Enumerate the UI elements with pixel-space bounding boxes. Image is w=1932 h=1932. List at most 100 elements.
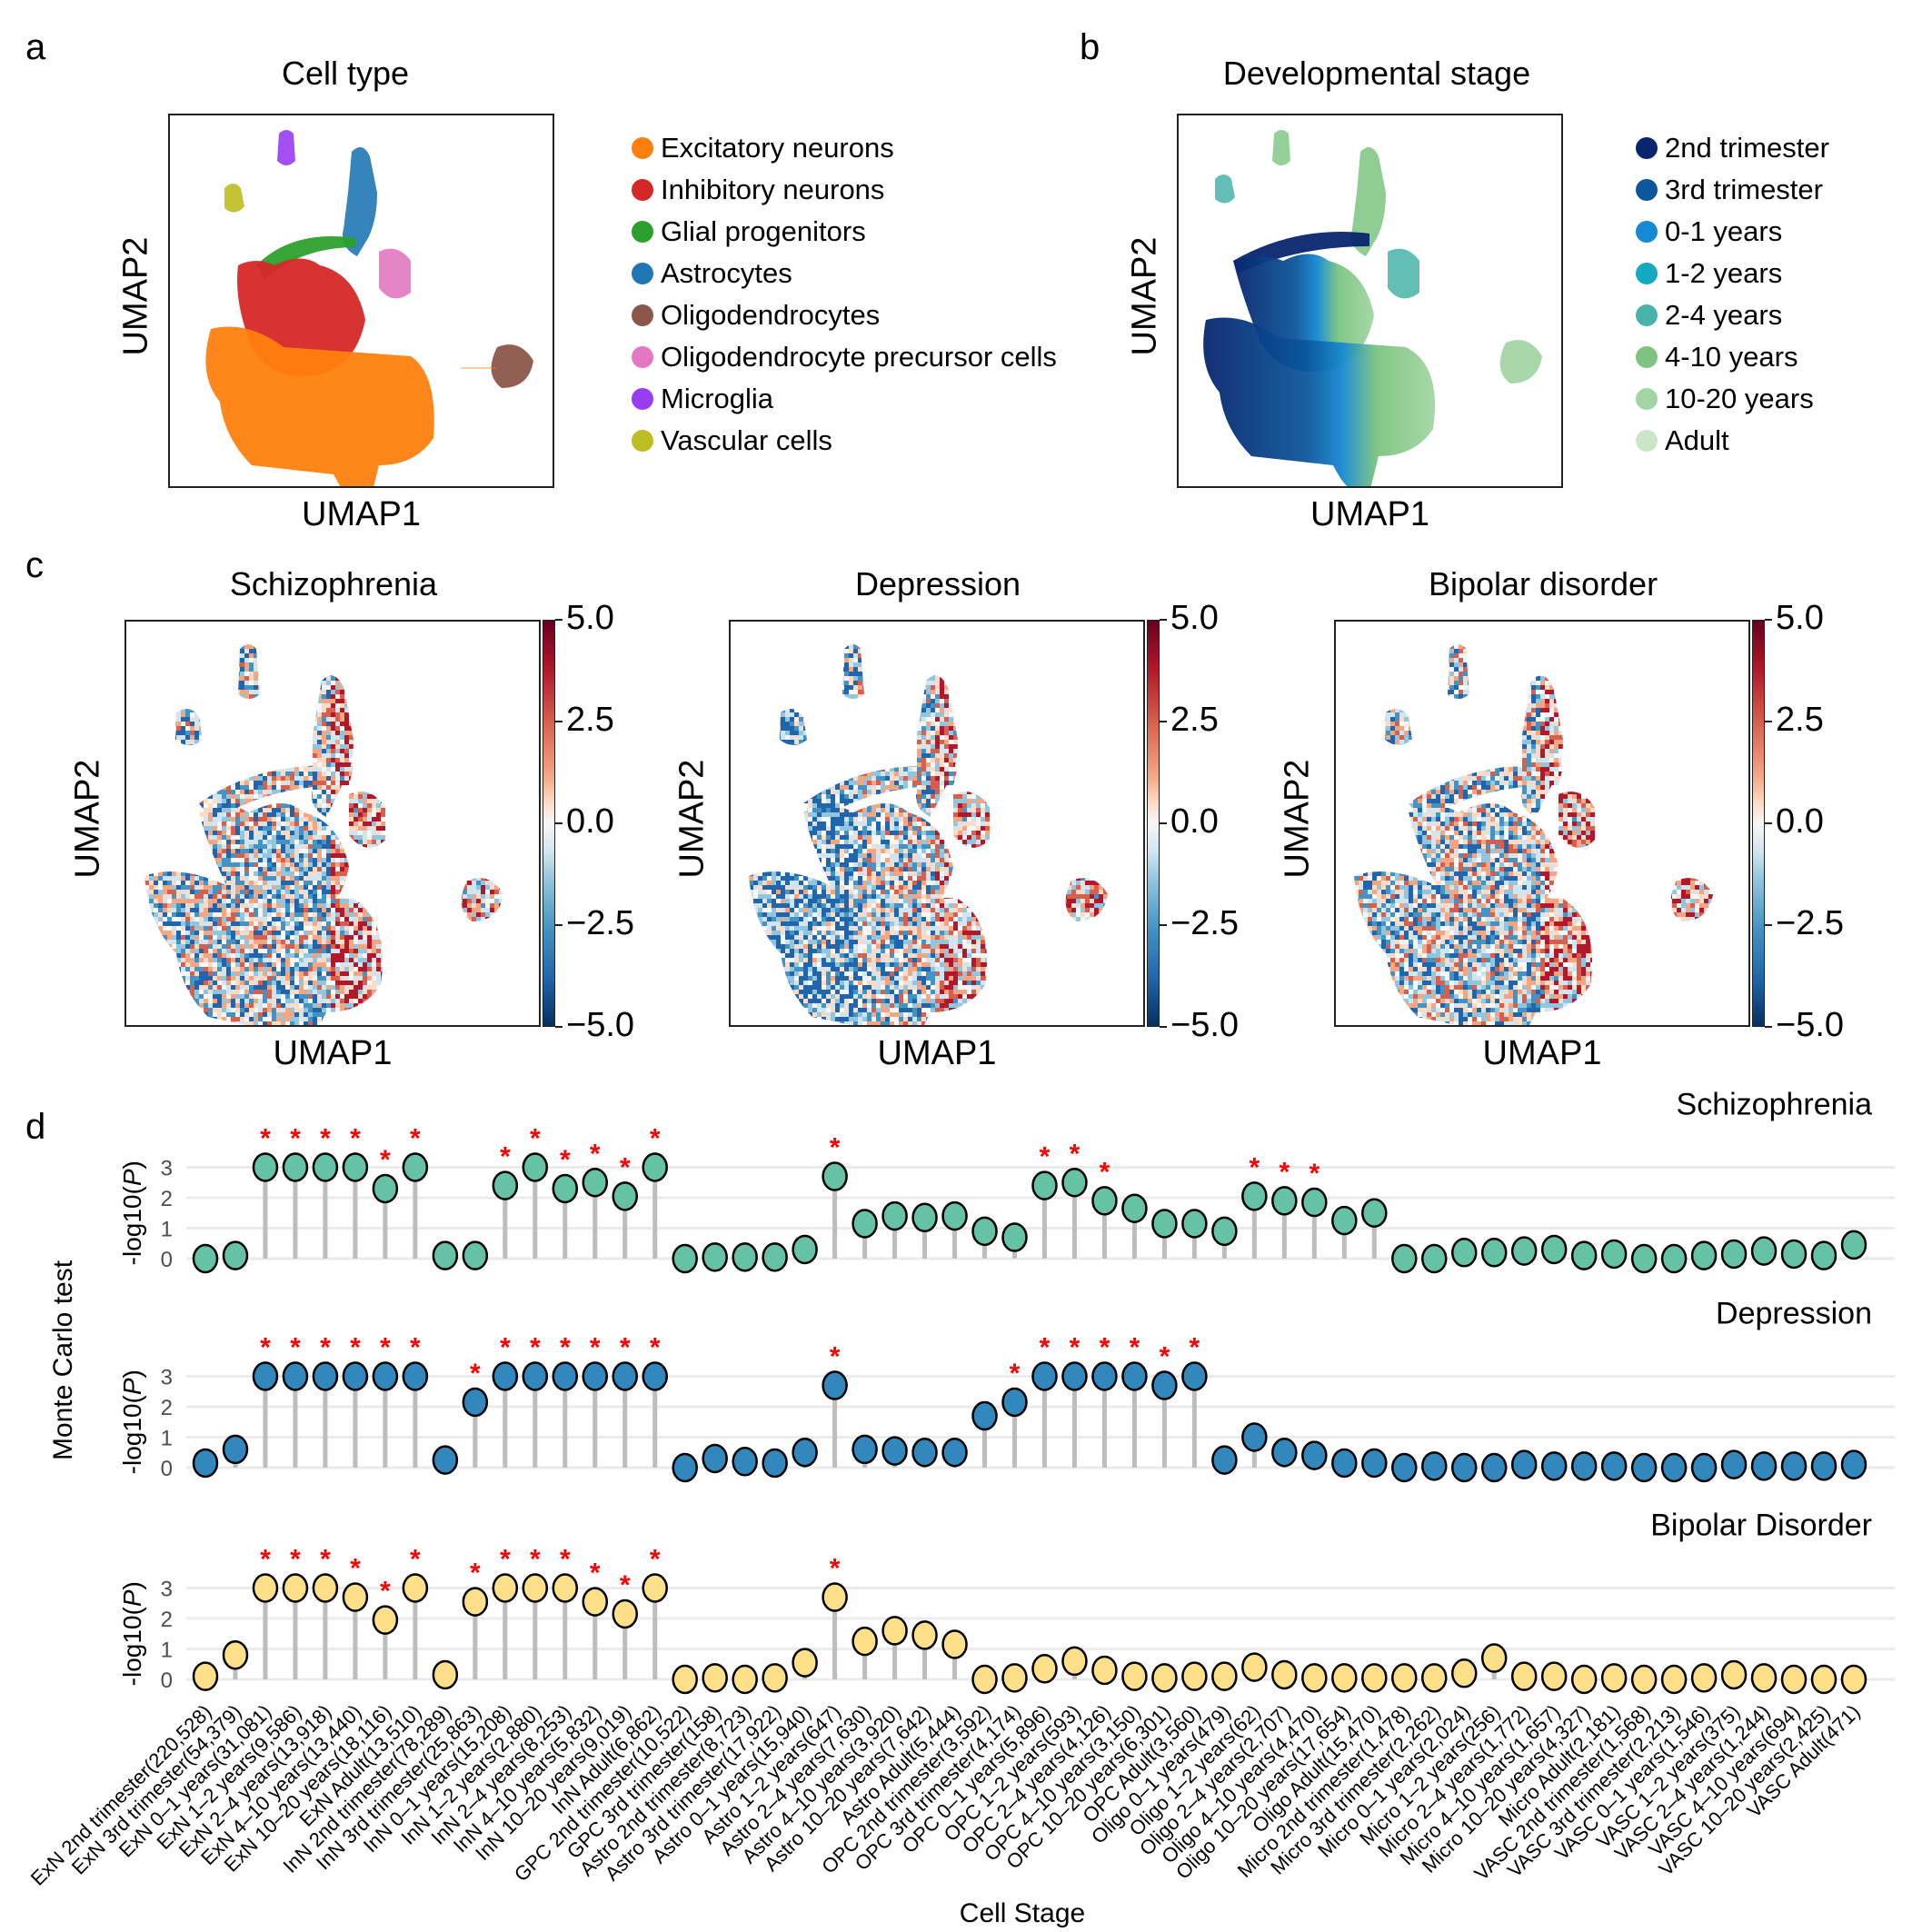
- lollipop-point: [462, 1387, 489, 1418]
- panel-a-ylabel: UMAP2: [117, 237, 156, 356]
- colorbar-tick-mark: [1765, 924, 1772, 926]
- series-title: Bipolar Disorder: [1650, 1509, 1872, 1543]
- lollipop-point: [1450, 1658, 1478, 1688]
- legend-label: Vascular cells: [661, 420, 832, 462]
- cluster-microglia: [1272, 130, 1290, 165]
- lollipop-point: [1421, 1451, 1448, 1481]
- lollipop-point: [911, 1438, 938, 1468]
- lollipop-point: [642, 1361, 668, 1391]
- colorbar-tick-mark: [555, 822, 563, 824]
- lollipop-point: [1780, 1664, 1808, 1695]
- lollipop-point: [522, 1152, 549, 1182]
- umap-risk-score-scatter: [749, 644, 1108, 1026]
- lollipop-point: [1151, 1370, 1178, 1400]
- colorbar-tick-mark: [1765, 822, 1772, 824]
- lollipop-point: [372, 1173, 399, 1204]
- legend-label: 3rd trimester: [1665, 169, 1823, 211]
- significance-marker: *: [1309, 1159, 1320, 1189]
- lollipop-point: [552, 1173, 579, 1204]
- lollipop-point: [911, 1620, 938, 1650]
- legend-item: 1-2 years: [1636, 253, 1829, 294]
- lollipop-point: [612, 1361, 638, 1391]
- lollipop-point: [1211, 1216, 1238, 1247]
- umap-cell-type-plot: [168, 114, 554, 503]
- legend-label: Astrocytes: [661, 253, 792, 294]
- lollipop-point: [762, 1448, 788, 1479]
- lollipop-point: [402, 1152, 429, 1182]
- colorbar-tick-mark: [1765, 1026, 1772, 1028]
- lollipop-point: [642, 1152, 668, 1182]
- panel-a-title: Cell type: [168, 55, 523, 93]
- significance-marker: *: [260, 1333, 271, 1363]
- lollipop-point: [582, 1361, 609, 1391]
- legend-label: Glial progenitors: [661, 211, 866, 253]
- legend-item: Oligodendrocytes: [632, 294, 1057, 336]
- umap-dev-stage-scatter: [1203, 130, 1542, 494]
- y-axis-label: -log10(P): [118, 1160, 146, 1265]
- lollipop-point: [1810, 1451, 1837, 1481]
- lollipop-point: [851, 1434, 878, 1465]
- lollipop-point: [1241, 1181, 1268, 1211]
- lollipop-point: [282, 1152, 309, 1182]
- legend-marker-icon: [1636, 221, 1658, 243]
- umap-risk-score-plot: [1334, 620, 1750, 1027]
- lollipop-point: [1301, 1663, 1328, 1693]
- cluster-opc: [379, 248, 411, 299]
- significance-marker: *: [260, 1124, 271, 1154]
- significance-marker: *: [380, 1145, 391, 1175]
- colorbar-tick-label: 2.5: [1776, 701, 1824, 740]
- significance-marker: *: [560, 1545, 571, 1575]
- lollipop-point: [1600, 1451, 1628, 1481]
- lollipop-point: [492, 1573, 519, 1603]
- lollipop-point: [1181, 1361, 1208, 1391]
- legend-item: 0-1 years: [1636, 211, 1829, 253]
- lollipop-point: [342, 1582, 369, 1612]
- significance-marker: *: [560, 1145, 571, 1175]
- legend-label: Excitatory neurons: [661, 127, 894, 169]
- colorbar-tick-label: 0.0: [1170, 802, 1219, 842]
- lollipop-point: [851, 1209, 878, 1239]
- lollipop-point: [1151, 1209, 1178, 1239]
- legend-marker-icon: [1636, 430, 1658, 452]
- legend-label: Oligodendrocyte precursor cells: [661, 336, 1057, 378]
- lollipop-point: [672, 1664, 698, 1695]
- significance-marker: *: [350, 1333, 361, 1363]
- lollipop-series-bipolar-disorder: 0 1 2 3 -log10(P) Bipolar Disorder * * * * * * * * * * *…: [118, 1509, 1895, 1695]
- significance-marker: *: [1040, 1142, 1051, 1172]
- legend-label: 10-20 years: [1665, 378, 1814, 420]
- significance-marker: *: [1250, 1152, 1260, 1182]
- lollipop-point: [941, 1438, 968, 1468]
- y-tick-label: 3: [161, 1157, 173, 1181]
- umap-risk-score-plot: [124, 620, 541, 1027]
- panel-b-xlabel: UMAP1: [1177, 495, 1563, 534]
- x-axis-label: Cell Stage: [960, 1898, 1085, 1928]
- lollipop-point: [822, 1161, 848, 1191]
- panel-c-ylabel: UMAP2: [69, 760, 108, 879]
- y-tick-label: 3: [161, 1578, 173, 1602]
- lollipop-point: [672, 1452, 698, 1483]
- significance-marker: *: [1100, 1157, 1110, 1187]
- y-tick-label: 1: [161, 1638, 173, 1663]
- lollipop-point: [702, 1242, 728, 1272]
- lollipop-point: [492, 1170, 519, 1200]
- y-tick-label: 1: [161, 1427, 173, 1451]
- umap-dev-stage-plot: [1177, 114, 1563, 494]
- significance-marker: *: [650, 1124, 661, 1154]
- lollipop-point: [1720, 1659, 1748, 1690]
- lollipop-point: [1660, 1664, 1688, 1695]
- y-tick-label: 0: [161, 1457, 173, 1481]
- y-tick-label: 2: [161, 1608, 173, 1632]
- significance-marker: *: [1130, 1333, 1140, 1363]
- panel-a-legend: Excitatory neurons Inhibitory neurons Glia…: [632, 127, 1057, 462]
- lollipop-point: [1840, 1449, 1867, 1479]
- lollipop-point: [282, 1573, 309, 1603]
- significance-marker: *: [1100, 1333, 1110, 1363]
- lollipop-point: [612, 1598, 638, 1629]
- significance-marker: *: [1070, 1333, 1081, 1363]
- lollipop-point: [1001, 1663, 1028, 1693]
- lollipop-point: [1301, 1187, 1328, 1218]
- significance-marker: *: [650, 1333, 661, 1363]
- panel-a-xlabel: UMAP1: [168, 495, 554, 534]
- lollipop-point: [1690, 1663, 1718, 1693]
- lollipop-point: [1181, 1661, 1208, 1691]
